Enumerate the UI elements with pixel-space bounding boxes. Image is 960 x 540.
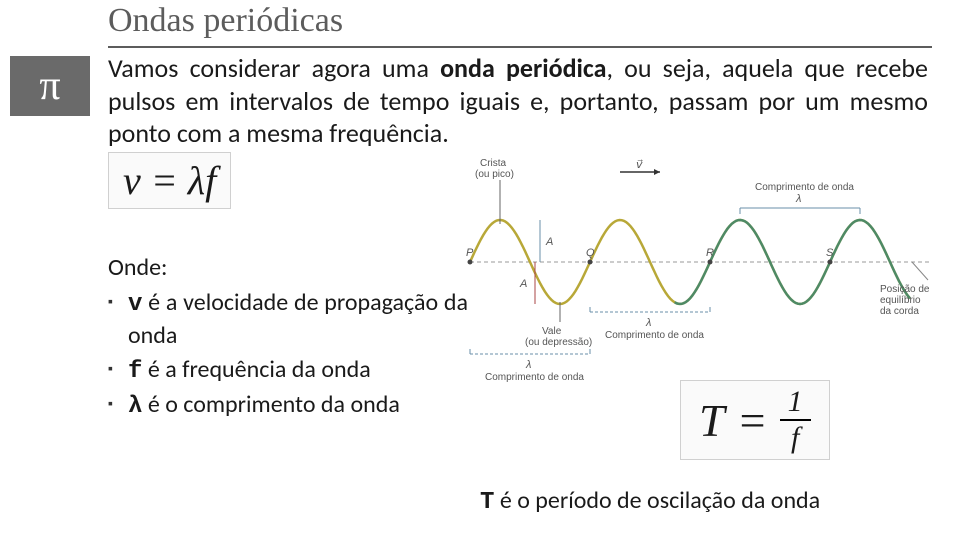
wave-diagram: P Q R S Crista(ou pico) A A Vale(ou depressão) v… — [450, 152, 950, 382]
period-text: T é o período de oscilação da onda — [480, 486, 930, 516]
intro-bold: onda periódica — [440, 52, 606, 84]
def-text-v: é a velocidade de propagação da onda — [128, 288, 468, 350]
intro-paragraph: Vamos considerar agora uma onda periódic… — [108, 52, 932, 150]
svg-text:P: P — [466, 247, 474, 259]
formula2-num: 1 — [780, 387, 811, 421]
svg-text:(ou depressão): (ou depressão) — [525, 337, 592, 348]
svg-text:Comprimento de onda: Comprimento de onda — [485, 372, 584, 382]
svg-text:v⃗: v⃗ — [636, 159, 643, 171]
sym-v: v — [128, 291, 142, 318]
svg-text:R: R — [706, 247, 714, 259]
wave-svg: P Q R S Crista(ou pico) A A Vale(ou depressão) v… — [450, 152, 950, 382]
formula2-eq: = — [737, 394, 768, 447]
svg-text:da corda: da corda — [880, 306, 919, 317]
content-area: Vamos considerar agora uma onda periódic… — [108, 52, 932, 150]
svg-text:Vale: Vale — [542, 326, 562, 337]
svg-text:Comprimento de onda: Comprimento de onda — [605, 330, 704, 341]
svg-text:λ: λ — [795, 193, 801, 205]
svg-text:S: S — [826, 247, 834, 259]
svg-text:A: A — [545, 236, 553, 248]
definitions-list: v é a velocidade de propagação da onda f… — [108, 287, 468, 422]
svg-text:Posição de: Posição de — [880, 284, 930, 295]
formula-velocity: v = λf — [108, 152, 231, 209]
onde-label: Onde: — [108, 252, 468, 283]
svg-text:A: A — [519, 278, 527, 290]
sym-lambda: λ — [128, 393, 142, 420]
formula2-fraction: 1 f — [780, 387, 811, 453]
definitions-block: Onde: v é a velocidade de propagação da … — [108, 252, 468, 424]
period-desc: é o período de oscilação da onda — [494, 486, 820, 515]
sym-f: f — [128, 358, 142, 385]
svg-text:Q: Q — [586, 247, 595, 259]
def-item-v: v é a velocidade de propagação da onda — [128, 287, 468, 351]
svg-text:Comprimento de onda: Comprimento de onda — [755, 182, 854, 193]
period-sym: T — [480, 489, 494, 516]
sidebar: π — [10, 0, 100, 540]
svg-text:λ: λ — [645, 317, 651, 329]
formula2-T: T — [699, 394, 725, 447]
def-text-f: é a frequência da onda — [142, 355, 370, 384]
svg-text:(ou pico): (ou pico) — [475, 169, 514, 180]
svg-text:equilíbrio: equilíbrio — [880, 295, 921, 306]
page-title: Ondas periódicas — [108, 0, 932, 48]
def-item-f: f é a frequência da onda — [128, 354, 468, 387]
def-text-lambda: é o comprimento da onda — [142, 390, 399, 419]
svg-text:λ: λ — [525, 359, 531, 371]
formula2-den: f — [791, 421, 799, 453]
intro-pre: Vamos considerar agora uma — [108, 52, 440, 84]
formula-period: T = 1 f — [680, 380, 830, 460]
pi-icon: π — [10, 56, 90, 116]
svg-text:Crista: Crista — [480, 158, 507, 169]
def-item-lambda: λ é o comprimento da onda — [128, 389, 468, 422]
